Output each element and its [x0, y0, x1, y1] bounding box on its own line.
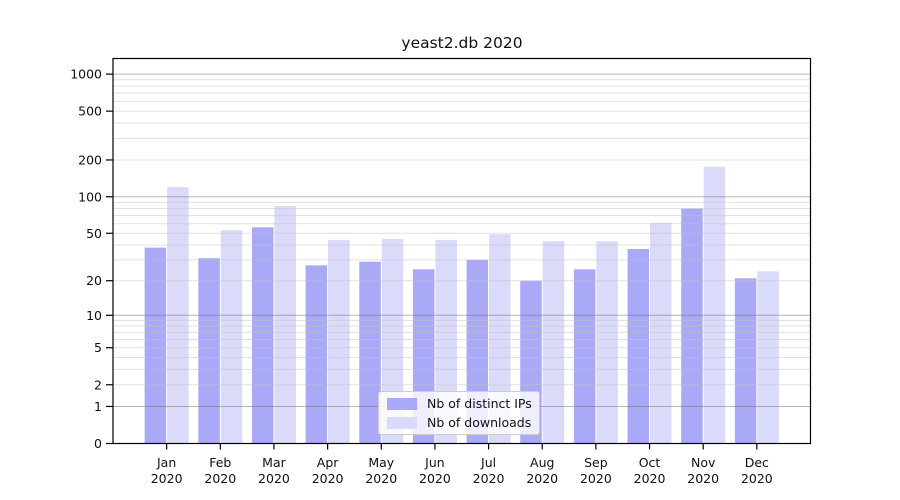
y-axis-tick-label: 500	[78, 104, 102, 119]
bar-ips-feb	[198, 258, 220, 444]
bar-ips-sep	[573, 269, 596, 444]
bar-downloads-oct	[650, 222, 672, 444]
y-axis-tick-label: 0	[94, 436, 102, 451]
bar-downloads-apr	[328, 239, 350, 444]
x-tick-label-month: Dec	[745, 455, 769, 470]
x-tick-label-month: May	[368, 455, 394, 470]
x-tick-label-year: 2020	[741, 471, 773, 486]
y-axis-tick-label: 10	[86, 308, 102, 323]
x-tick-label-year: 2020	[365, 471, 397, 486]
bar-ips-apr	[305, 265, 328, 444]
legend-swatch-downloads	[387, 416, 417, 429]
y-axis-tick-label: 20	[86, 273, 102, 288]
x-tick-label-month: Jul	[480, 455, 496, 470]
plot-border	[112, 57, 812, 445]
x-tick-label-month: Apr	[317, 455, 339, 470]
x-tick-label-month: Oct	[639, 455, 661, 470]
x-tick-label-month: Nov	[691, 455, 716, 470]
y-axis-tick-label: 1	[94, 399, 102, 414]
legend-item-distinct-ips: Nb of distinct IPs	[379, 396, 539, 411]
bar-downloads-sep	[596, 241, 618, 444]
x-tick-label-year: 2020	[687, 471, 719, 486]
bar-downloads-mar	[274, 205, 296, 444]
legend: Nb of distinct IPs Nb of downloads	[378, 391, 540, 435]
legend-swatch-distinct-ips	[387, 397, 417, 410]
x-tick-label-year: 2020	[419, 471, 451, 486]
bar-ips-dec	[734, 278, 757, 444]
x-tick-label-month: Feb	[209, 455, 231, 470]
x-tick-label-month: Aug	[530, 455, 554, 470]
bar-ips-mar	[251, 227, 274, 444]
x-tick-label-year: 2020	[580, 471, 612, 486]
y-axis-tick-label: 1000	[70, 67, 102, 82]
legend-item-downloads: Nb of downloads	[379, 415, 539, 430]
bar-downloads-aug	[542, 241, 565, 444]
x-tick-label-year: 2020	[312, 471, 344, 486]
bar-downloads-nov	[703, 166, 726, 444]
x-tick-label-year: 2020	[634, 471, 666, 486]
y-axis-tick-label: 2	[94, 377, 102, 392]
x-tick-label-year: 2020	[151, 471, 183, 486]
y-axis-tick-label: 200	[78, 152, 102, 167]
legend-label-downloads: Nb of downloads	[427, 415, 532, 430]
y-axis-tick-label: 5	[94, 340, 102, 355]
x-tick-label-year: 2020	[473, 471, 505, 486]
y-axis-tick-label: 50	[86, 226, 102, 241]
x-tick-label-month: Sep	[584, 455, 608, 470]
bar-downloads-feb	[220, 230, 243, 444]
x-tick-label-month: Jun	[424, 455, 445, 470]
x-tick-label-year: 2020	[258, 471, 290, 486]
x-tick-label-month: Jan	[156, 455, 176, 470]
x-tick-label-month: Mar	[262, 455, 286, 470]
legend-label-distinct-ips: Nb of distinct IPs	[427, 396, 532, 411]
y-axis-tick-label: 100	[78, 189, 102, 204]
x-tick-label-year: 2020	[204, 471, 236, 486]
bar-ips-oct	[627, 249, 650, 444]
x-tick-label-year: 2020	[526, 471, 558, 486]
bar-ips-jan	[144, 247, 167, 444]
chart-title: yeast2.db 2020	[401, 34, 523, 52]
bar-ips-may	[359, 261, 381, 444]
